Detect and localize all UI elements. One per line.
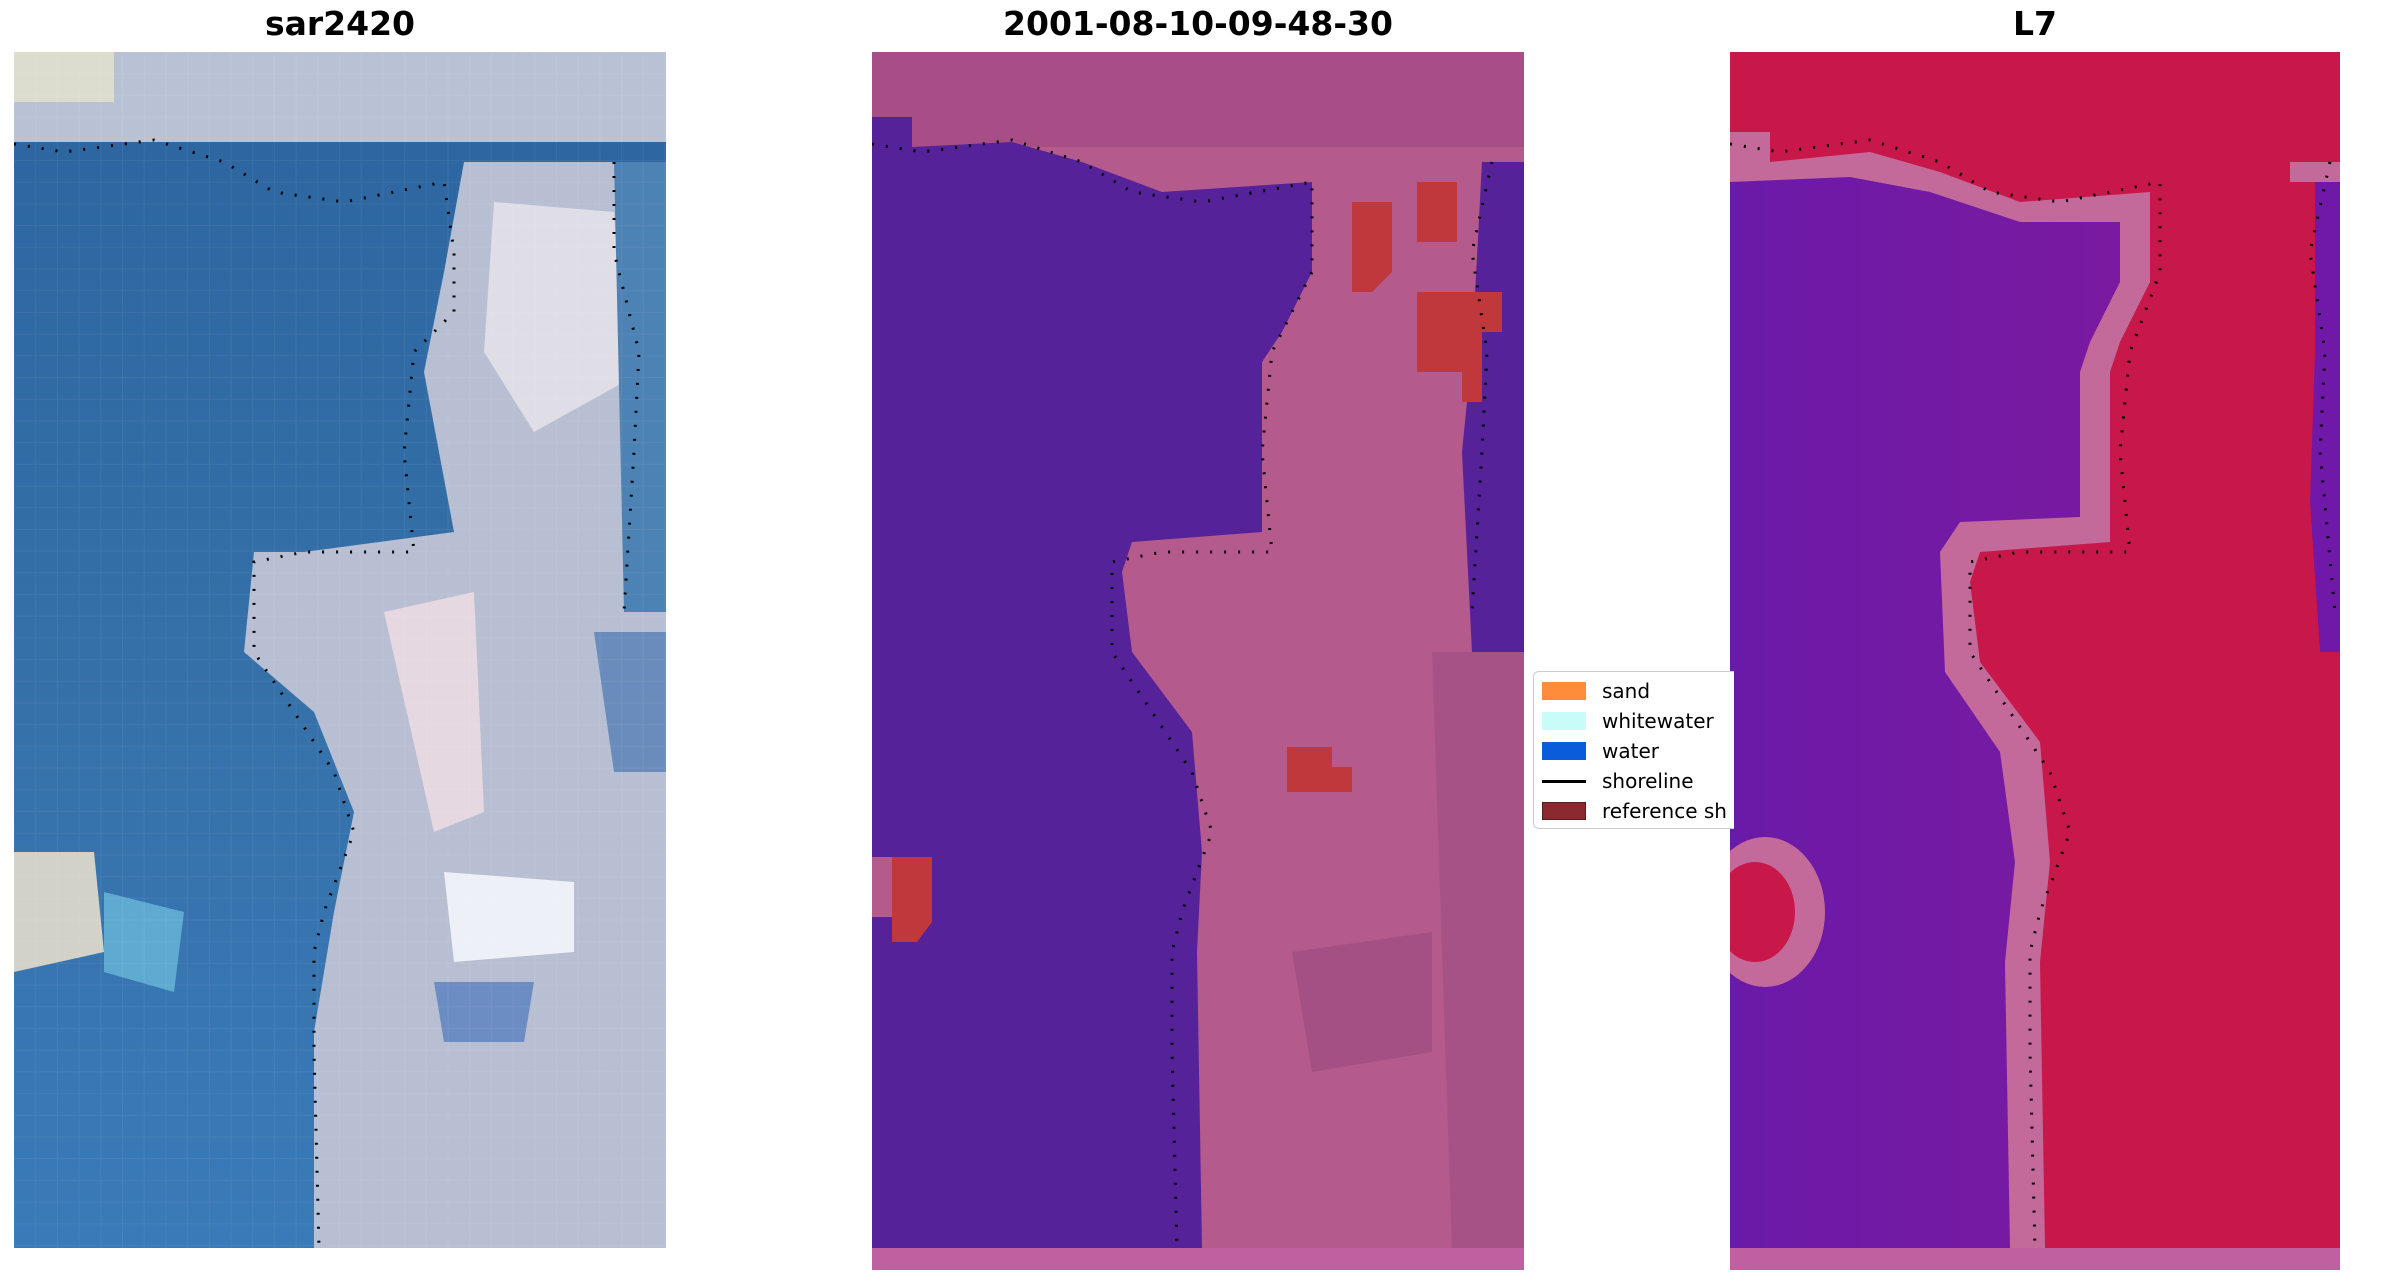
probability-image — [1730, 52, 2340, 1270]
rgb-image-panel — [14, 52, 666, 1248]
legend-swatch-whitewater — [1542, 712, 1586, 730]
classified-image — [872, 52, 1524, 1270]
legend-item-water: water — [1542, 736, 1659, 766]
water-prob-area — [1730, 177, 2120, 1248]
classified-image-panel — [872, 52, 1524, 1270]
probability-image-panel — [1730, 52, 2340, 1270]
legend-swatch-water — [1542, 742, 1586, 760]
legend-item-whitewater: whitewater — [1542, 706, 1714, 736]
reference-patch — [1352, 202, 1392, 292]
legend-swatch-shoreline — [1542, 779, 1586, 783]
legend-item-shoreline: shoreline — [1542, 766, 1694, 796]
legend-label-shoreline: shoreline — [1602, 769, 1694, 793]
rgb-image — [14, 52, 666, 1248]
panel-title-left: sar2420 — [264, 4, 416, 43]
water-class-area — [872, 117, 1312, 1248]
legend-item-sand: sand — [1542, 676, 1650, 706]
panel-title-right: L7 — [2013, 4, 2057, 43]
legend-label-sand: sand — [1602, 679, 1651, 703]
legend-swatch-reference — [1542, 802, 1586, 820]
legend-label-whitewater: whitewater — [1602, 709, 1714, 733]
legend-swatch-sand — [1542, 682, 1586, 700]
legend-label-water: water — [1602, 739, 1659, 763]
legend-item-reference: reference sh — [1542, 796, 1727, 826]
bottom-strip — [872, 1248, 1524, 1270]
panel-title-middle: 2001-08-10-09-48-30 — [1003, 4, 1393, 43]
legend-label-reference: reference sh — [1602, 799, 1727, 823]
legend: sand whitewater water shoreline referenc… — [1533, 671, 1734, 829]
